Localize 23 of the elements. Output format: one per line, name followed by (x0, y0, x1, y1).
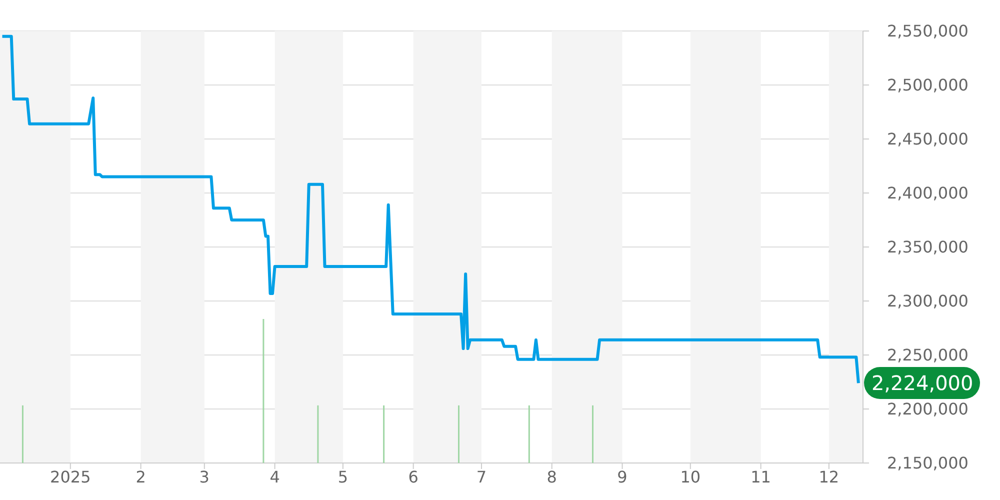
x-tick-label: 2 (136, 467, 146, 486)
x-tick-label: 3 (199, 467, 210, 486)
x-tick-label: 9 (617, 467, 628, 486)
x-tick-label: 2025 (50, 467, 91, 486)
y-tick-label: 2,250,000 (887, 346, 968, 365)
x-tick-label: 6 (408, 467, 418, 486)
line-series (0, 34, 860, 385)
x-tick-label: 7 (476, 467, 487, 486)
x-tick-label: 10 (680, 467, 701, 486)
y-tick-label: 2,500,000 (887, 76, 968, 95)
y-tick-label: 2,550,000 (887, 22, 968, 41)
x-tick-label: 5 (338, 467, 348, 486)
annotation: 2,224,000 (864, 367, 980, 400)
y-tick-label: 2,350,000 (887, 238, 968, 257)
y-tick-label: 2,200,000 (887, 400, 968, 419)
x-tick-label: 8 (546, 467, 557, 486)
y-tick-label: 2,450,000 (887, 130, 968, 149)
x-tick-label: 11 (750, 467, 771, 486)
y-tick-label: 2,300,000 (887, 292, 968, 311)
y-tick-label: 2,150,000 (887, 454, 968, 473)
x-tick-label: 12 (818, 467, 840, 486)
y-tick-label: 2,400,000 (887, 184, 968, 203)
x-tick-label: 4 (270, 467, 280, 486)
